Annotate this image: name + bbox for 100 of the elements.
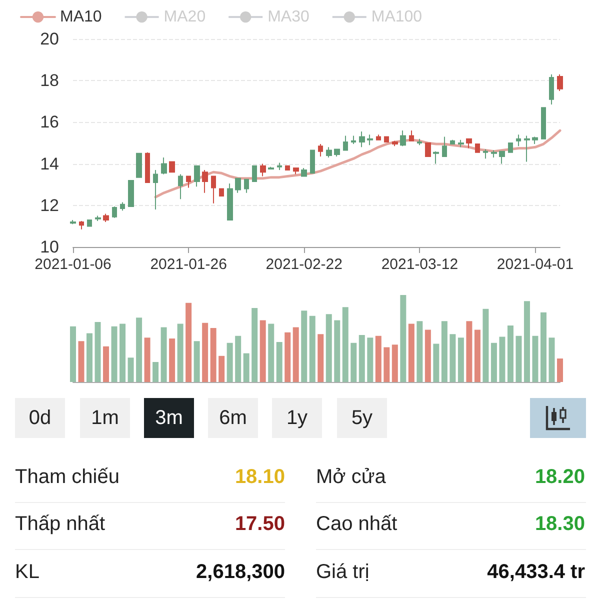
candlestick <box>458 139 464 148</box>
bar <box>516 336 522 382</box>
bar <box>474 330 480 382</box>
text: 1y <box>272 398 322 438</box>
candlestick <box>293 167 299 175</box>
candlestick <box>301 167 307 177</box>
bar <box>136 318 142 382</box>
bar <box>309 316 316 382</box>
bar <box>152 362 159 382</box>
bar <box>284 332 291 382</box>
bar <box>342 307 348 382</box>
candlestick <box>202 170 208 194</box>
text: 17.50 <box>234 513 285 536</box>
y-tick-label: 14 <box>40 154 59 174</box>
candlestick <box>136 152 142 178</box>
bar <box>334 320 340 382</box>
candlestick <box>87 219 92 227</box>
bar <box>450 334 456 382</box>
bar <box>301 310 308 382</box>
candlestick <box>103 213 109 223</box>
candlestick <box>268 166 274 170</box>
candlestick <box>483 148 488 160</box>
bar <box>177 324 184 382</box>
bar <box>548 338 555 382</box>
candlestick <box>244 178 249 194</box>
bar <box>458 338 464 382</box>
candlestick <box>310 150 315 174</box>
bar <box>482 308 489 382</box>
bar <box>160 327 167 382</box>
candlestick <box>532 136 538 145</box>
bar <box>252 308 258 382</box>
candlestick <box>128 180 134 207</box>
candlestick <box>70 219 76 225</box>
candlestick <box>326 146 332 158</box>
candlestick <box>475 144 480 153</box>
x-tick-label: 2021-01-06 <box>34 256 112 273</box>
bar <box>358 335 365 382</box>
candlestick <box>334 148 340 158</box>
candlestick <box>516 134 521 147</box>
candlestick <box>425 142 431 158</box>
bar <box>210 328 216 382</box>
bar <box>194 341 200 382</box>
candlestick <box>343 135 348 151</box>
bar <box>186 302 192 382</box>
candlestick <box>508 142 513 153</box>
line-series <box>154 129 562 198</box>
candlestick <box>169 161 175 173</box>
candlestick <box>499 150 505 164</box>
bar <box>367 338 374 382</box>
bar <box>408 324 414 382</box>
candlestick <box>161 157 167 175</box>
bar <box>466 321 472 382</box>
text: 18.10 <box>234 466 285 489</box>
candlestick <box>95 215 101 222</box>
bar <box>400 295 406 382</box>
bar <box>128 358 134 382</box>
candlestick <box>194 165 200 188</box>
bar <box>557 358 563 382</box>
candlestick <box>112 206 117 218</box>
bar <box>276 342 282 382</box>
bar <box>392 344 398 382</box>
legend-label: MA10 <box>60 8 102 26</box>
text: 6m <box>208 398 258 438</box>
text: 18.30 <box>534 513 585 536</box>
y-tick-label: 12 <box>40 196 59 215</box>
candlestick <box>359 131 365 148</box>
bar <box>318 334 324 382</box>
candlestick <box>491 150 497 158</box>
candlestick <box>392 140 398 147</box>
bar <box>202 322 208 382</box>
candlestick <box>541 107 546 140</box>
bar <box>226 342 233 382</box>
bar <box>326 314 332 382</box>
text: Giá trị <box>316 561 370 584</box>
candlestick <box>120 202 125 212</box>
candlestick <box>145 152 150 184</box>
candlestick <box>433 150 439 164</box>
bar <box>78 341 84 382</box>
bar <box>540 312 546 382</box>
x-tick-label: 2021-02-22 <box>266 256 342 273</box>
candlestick <box>351 135 356 145</box>
text: 2,618,300 <box>196 561 285 584</box>
candlestick <box>384 136 389 142</box>
bar <box>103 346 110 382</box>
y-tick-label: 18 <box>40 71 59 90</box>
bar <box>243 353 250 382</box>
candlestick <box>211 176 216 204</box>
text: Tham chiếu <box>15 466 120 489</box>
candlestick <box>549 74 554 106</box>
y-tick-label: 20 <box>40 30 59 48</box>
bar <box>433 344 440 382</box>
x-tick-label: 2021-04-01 <box>496 256 574 273</box>
candlestick <box>260 163 266 177</box>
candlestick <box>524 135 530 162</box>
candlestick <box>219 188 224 197</box>
bar <box>268 324 274 382</box>
candlestick <box>409 130 414 142</box>
bar <box>120 324 126 382</box>
bar <box>86 333 93 382</box>
bar <box>416 321 423 382</box>
